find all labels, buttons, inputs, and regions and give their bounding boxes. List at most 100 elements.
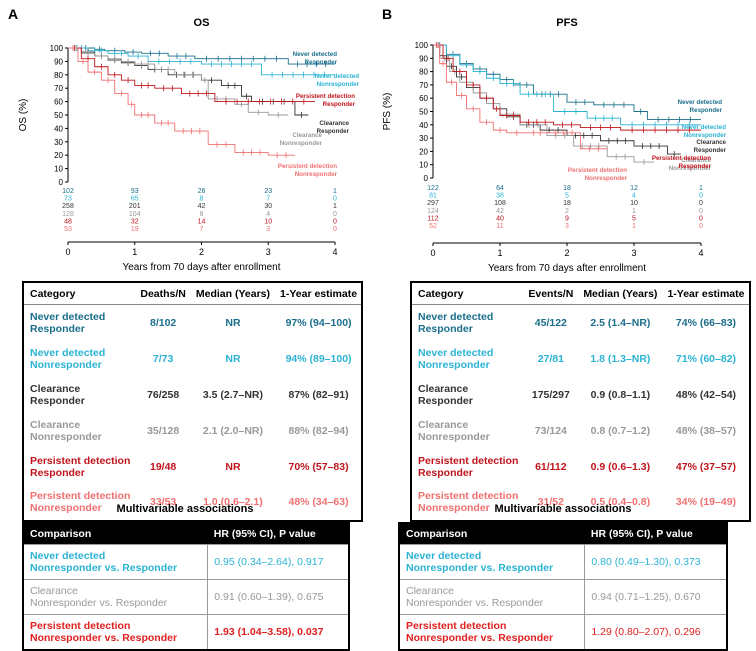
risk-count: 7 — [200, 226, 204, 233]
risk-count: 108 — [494, 200, 506, 207]
category-line: Persistent detection — [418, 454, 519, 467]
category-line: Nonresponder — [418, 358, 490, 371]
curve-label-persistent-detection-nonresponder: Persistent detection — [568, 167, 627, 174]
median-cell: NR — [225, 460, 241, 473]
count-cell: 61/112 — [535, 460, 567, 473]
category-line: Responder — [418, 322, 473, 335]
km-curve-clearance-responder — [68, 47, 309, 116]
x-tick-label: 1 — [497, 248, 502, 258]
y-tick-label: 10 — [54, 165, 63, 174]
y-tick-label: 70 — [54, 84, 63, 93]
risk-count: 19 — [131, 226, 139, 233]
comparison-line: Persistent detection — [30, 619, 131, 632]
count-cell: 8/102 — [149, 316, 177, 329]
curve-label-persistent-detection-responder: Persistent detection — [296, 93, 355, 100]
count-cell: 73/124 — [534, 424, 567, 437]
table-row: Clearance Nonresponder 35/128 2.1 (2.0–NR) 8… — [23, 413, 362, 449]
median-cell: 2.1 (2.0–NR) — [202, 424, 263, 437]
risk-count: 14 — [198, 218, 206, 225]
x-tick-label: 2 — [199, 247, 204, 257]
risk-count: 38 — [496, 193, 504, 200]
table-row: Never detected Nonresponder 7/73 NR 94% (89–… — [23, 341, 362, 377]
km-curve-never-detected-nonresponder — [433, 44, 701, 126]
column-header-1-year-estimate: 1-Year estimate — [661, 282, 750, 305]
table-row: Never detected Nonresponder vs. Responder… — [23, 544, 349, 580]
table-header-row: Category Events/N Median (Years) 1-Year est… — [411, 282, 750, 305]
curve-label-persistent-detection-nonresponder: Persistent detection — [278, 163, 337, 170]
risk-count: 1 — [632, 223, 636, 230]
y-tick-label: 0 — [59, 178, 64, 187]
column-header-comparison: Comparison — [399, 523, 585, 545]
risk-count: 18 — [563, 200, 571, 207]
median-cell: 0.8 (0.7–1.2) — [590, 424, 651, 437]
column-header-1-year-estimate: 1-Year estimate — [274, 282, 363, 305]
table-row: Never detected Nonresponder vs. Responder… — [399, 544, 727, 580]
comparison-line: Nonresponder vs. Responder — [30, 631, 178, 644]
risk-count: 0 — [699, 223, 703, 230]
category-cell: Never detected Responder — [23, 305, 134, 341]
curve-label-never-detected-nonresponder: Never detected — [682, 124, 727, 131]
column-header-median-years: Median (Years) — [577, 282, 662, 305]
curve-label-never-detected-nonresponder: Never detected — [315, 73, 360, 80]
risk-count: 0 — [699, 193, 703, 200]
risk-count: 1 — [333, 203, 337, 210]
y-tick-label: 100 — [50, 44, 64, 53]
risk-count: 7 — [266, 196, 270, 203]
y-tick-label: 50 — [419, 108, 428, 117]
curve-label-persistent-detection-responder: Responder — [323, 101, 356, 108]
table-row: Persistent detection Nonresponder 31/52 0.5… — [411, 485, 750, 521]
column-header-events-n: Events/N — [522, 282, 578, 305]
curve-label-never-detected-responder: Never detected — [678, 99, 723, 106]
risk-count: 0 — [699, 208, 703, 215]
risk-count: 11 — [496, 223, 503, 230]
y-tick-label: 100 — [415, 41, 429, 50]
risk-count: 0 — [333, 211, 337, 218]
table-header-row: Comparison HR (95% CI), P value — [399, 523, 727, 545]
category-line: Persistent detection — [30, 490, 131, 502]
risk-count: 3 — [266, 226, 270, 233]
curve-label-clearance-nonresponder: Nonresponder — [669, 165, 712, 172]
count-cell: 19/48 — [149, 460, 177, 473]
curve-label-never-detected-nonresponder: Nonresponder — [317, 81, 360, 88]
count-cell: 76/258 — [147, 388, 180, 401]
median-cell: 0.9 (0.6–1.3) — [590, 460, 651, 473]
risk-count: 12 — [630, 185, 638, 192]
y-tick-label: 90 — [54, 57, 63, 66]
median-cell: NR — [225, 352, 241, 365]
x-tick-label: 2 — [564, 248, 569, 258]
panel-letter: A — [8, 6, 19, 22]
category-cell: Clearance Responder — [411, 377, 522, 413]
y-tick-label: 30 — [419, 134, 428, 143]
risk-count: 4 — [266, 211, 270, 218]
risk-count: 128 — [62, 211, 74, 218]
estimate-cell: 87% (82–91) — [288, 388, 349, 401]
y-tick-label: 50 — [54, 111, 63, 120]
table-row: Never detected Nonresponder 27/81 1.8 (1.3–… — [411, 341, 750, 377]
chart-title: OS — [194, 17, 210, 29]
os-multivariable-table: Comparison HR (95% CI), P value Never dete… — [22, 522, 350, 651]
y-tick-label: 80 — [419, 68, 428, 77]
comparison-cell: Never detected Nonresponder vs. Responder — [399, 544, 585, 580]
risk-count: 42 — [198, 203, 206, 210]
x-tick-label: 4 — [332, 247, 337, 257]
category-line: Clearance — [418, 418, 469, 431]
risk-count: 48 — [64, 218, 72, 225]
curve-label-persistent-detection-nonresponder: Nonresponder — [295, 171, 338, 178]
table-row: Clearance Responder 76/258 3.5 (2.7–NR) 87% … — [23, 377, 362, 413]
comparison-line: Never detected — [30, 550, 106, 562]
km-curve-clearance-responder — [433, 44, 681, 155]
comparison-line: Never detected — [406, 550, 482, 562]
y-tick-label: 30 — [54, 138, 63, 147]
risk-count: 23 — [264, 188, 272, 195]
category-cell: Persistent detection Nonresponder — [23, 485, 134, 521]
risk-count: 258 — [62, 203, 74, 210]
category-cell: Clearance Nonresponder — [411, 413, 522, 449]
estimate-cell: 97% (94–100) — [285, 316, 352, 329]
median-cell: 1.0 (0.6–2.1) — [203, 496, 263, 508]
category-line: Nonresponder — [30, 358, 102, 371]
os-multivariable-title: Multivariable associations — [116, 503, 254, 515]
risk-count: 18 — [563, 185, 571, 192]
risk-count: 0 — [699, 200, 703, 207]
